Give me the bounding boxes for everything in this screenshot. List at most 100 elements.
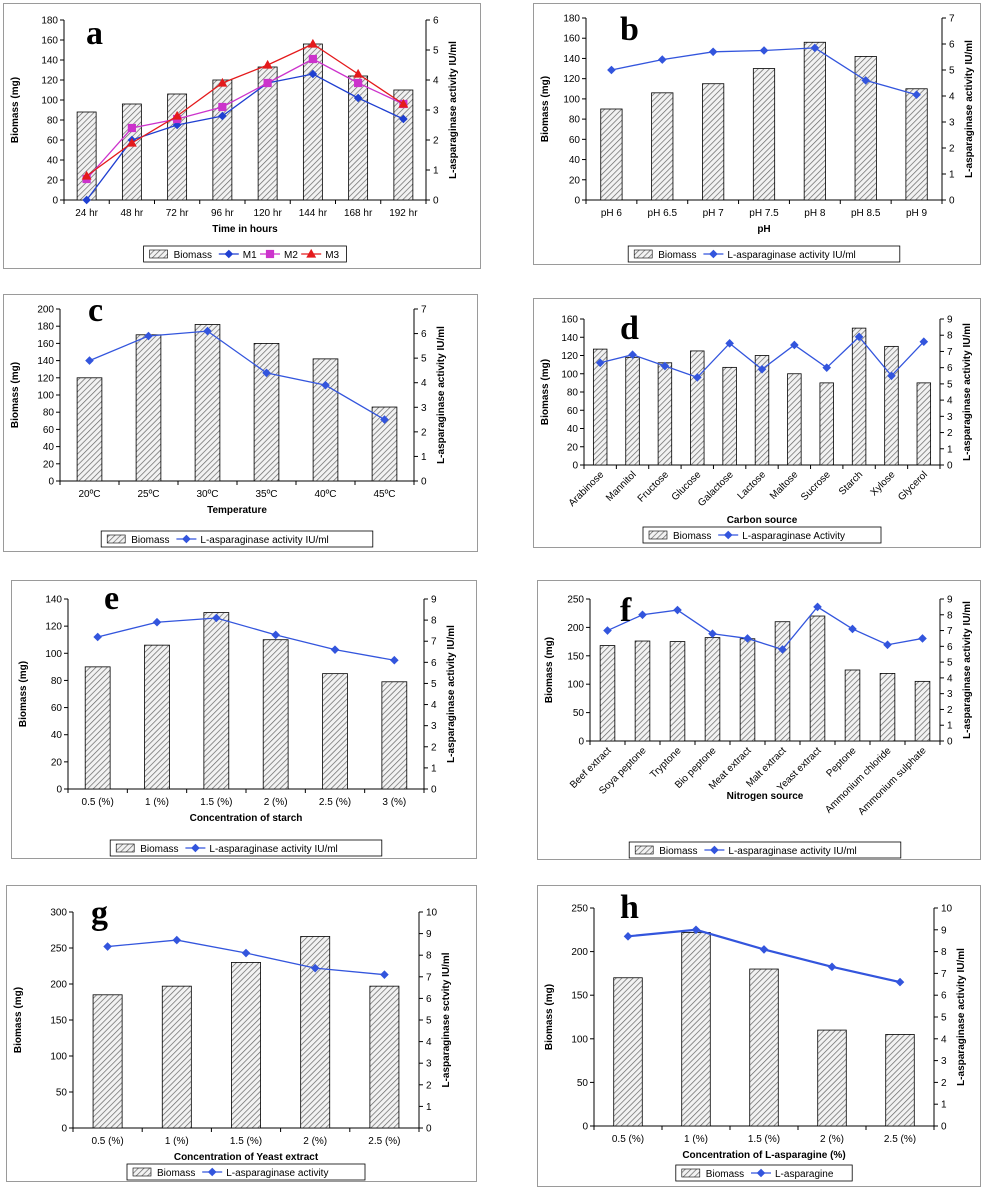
series-1-point: [380, 415, 389, 424]
y-left-tick-label: 50: [56, 1088, 68, 1099]
x-tick-label: 144 hr: [299, 208, 328, 219]
x-tick-label: 2.5 (%): [884, 1134, 916, 1145]
y-left-tick-label: 0: [578, 737, 584, 748]
x-tick-label: 96 hr: [211, 208, 234, 219]
chart-c-svg: 0 20 40 60 80 100 120 140 160 180 200 0 1 2 3 4 5 6 7 20ºC 2…: [10, 295, 447, 548]
y-right-tick-label: 0: [949, 196, 955, 207]
y-right-tick-label: 7: [941, 969, 947, 980]
bar-6: [854, 56, 877, 201]
y-left-tick-label: 120: [45, 622, 62, 633]
y-right-tick-label: 3: [947, 412, 953, 423]
bar-2: [681, 932, 711, 1127]
y-right-tick-label: 0: [947, 737, 953, 748]
y-right-axis-label: L-asparaginase sctvity IU/ml: [441, 952, 452, 1087]
y-right-tick-label: 1: [947, 444, 953, 455]
bar-3: [167, 93, 188, 201]
bar-1: [600, 108, 623, 201]
x-axis-label: Concentration of starch: [190, 813, 303, 824]
y-right-tick-label: 4: [947, 396, 953, 407]
legend-label: L-asparagine: [775, 1169, 834, 1180]
series-1-point: [607, 65, 616, 75]
bar-3: [702, 83, 725, 201]
series-1-point: [895, 977, 905, 987]
y-left-tick-label: 150: [567, 651, 584, 662]
y-right-tick-label: 7: [426, 972, 432, 983]
legend-swatch-bar: [633, 249, 653, 259]
legend-swatch-bar: [106, 534, 126, 544]
y-left-tick-label: 60: [47, 136, 59, 147]
panel-letter: g: [91, 895, 108, 932]
y-axis-label: Biomass (mg): [10, 77, 21, 143]
y-right-axis-label: L-asparaginase activity IU/ml: [446, 625, 457, 763]
y-axis-label: Biomass (mg): [18, 661, 29, 727]
x-tick-label: 1.5 (%): [200, 797, 232, 808]
x-tick-label: pH 9: [906, 208, 928, 219]
y-right-tick-label: 6: [426, 994, 432, 1005]
x-tick-label: Sucrose: [799, 469, 833, 503]
y-right-tick-label: 10: [426, 908, 438, 919]
x-tick-label: 2 (%): [264, 797, 288, 808]
y-left-tick-label: 250: [571, 904, 588, 915]
series-1-point: [854, 332, 864, 342]
series-1-point: [778, 645, 787, 654]
y-left-tick-label: 0: [572, 461, 578, 472]
bar-5: [722, 366, 737, 466]
y-right-tick-label: 8: [941, 947, 947, 958]
y-left-tick-label: 140: [563, 54, 580, 65]
series-line-2: [86, 58, 404, 180]
series-1-point: [241, 948, 251, 958]
series-1-point: [708, 629, 717, 639]
y-right-tick-label: 3: [431, 721, 437, 732]
y-axis-label: Biomass (mg): [13, 987, 24, 1053]
y-right-axis-label: L-asparaginase activity IU/ml: [964, 40, 975, 178]
series-1-point: [790, 340, 799, 350]
legend-box: [126, 1163, 366, 1181]
series-1-point: [708, 47, 718, 57]
y-left-tick-label: 60: [51, 703, 63, 714]
y-left-tick-label: 40: [51, 730, 63, 741]
y-right-axis-label: L-asparaginase activity IU/ml: [962, 323, 973, 461]
x-tick-label: Arabinose: [567, 469, 607, 509]
x-tick-label: pH 8.5: [851, 208, 881, 219]
y-right-tick-label: 6: [947, 363, 953, 374]
series-1-point: [848, 624, 857, 634]
legend-swatch-bar: [681, 1168, 701, 1178]
y-left-tick-label: 50: [573, 708, 585, 719]
legend-label: Biomass: [658, 250, 696, 261]
y-right-tick-label: 6: [949, 40, 955, 51]
series-1-point: [887, 371, 896, 381]
panel-letter: c: [88, 295, 103, 329]
bar-8: [819, 382, 834, 466]
y-right-tick-label: 2: [433, 136, 439, 147]
y-right-tick-label: 3: [949, 118, 955, 129]
legend-swatch-marker: [710, 845, 719, 855]
y-left-tick-label: 20: [47, 176, 59, 187]
series-1-point: [918, 634, 927, 643]
series-3-point: [217, 77, 228, 87]
y-left-tick-label: 180: [37, 322, 54, 333]
x-tick-label: 3 (%): [382, 797, 406, 808]
panel-letter: f: [620, 592, 632, 629]
y-right-tick-label: 7: [949, 14, 955, 25]
y-right-tick-label: 9: [431, 595, 437, 606]
bar-7: [787, 373, 802, 466]
y-left-tick-label: 120: [41, 76, 58, 87]
chart-panel-d: 0 20 40 60 80 100 120 140 160 0 1 2 3 4 5 6 7 8 9 Arabinose…: [533, 298, 981, 548]
legend-swatch-marker: [709, 249, 718, 259]
x-tick-label: 24 hr: [75, 208, 98, 219]
bar-4: [752, 68, 776, 201]
x-tick-label: 2.5 (%): [368, 1136, 400, 1147]
bar-9: [879, 673, 896, 742]
legend-box: [143, 245, 347, 263]
bar-5: [885, 1034, 915, 1127]
legend-label: L-asparaginase activity IU/ml: [727, 250, 855, 261]
y-right-tick-label: 6: [433, 16, 439, 27]
y-right-tick-label: 3: [941, 1056, 947, 1067]
series-1-point: [330, 645, 340, 654]
y-right-tick-label: 5: [947, 379, 953, 390]
bar-1: [84, 666, 111, 790]
series-1-point: [623, 932, 633, 941]
series-1-point: [390, 655, 399, 665]
y-left-tick-label: 0: [61, 1124, 67, 1135]
legend-box: [642, 526, 882, 544]
